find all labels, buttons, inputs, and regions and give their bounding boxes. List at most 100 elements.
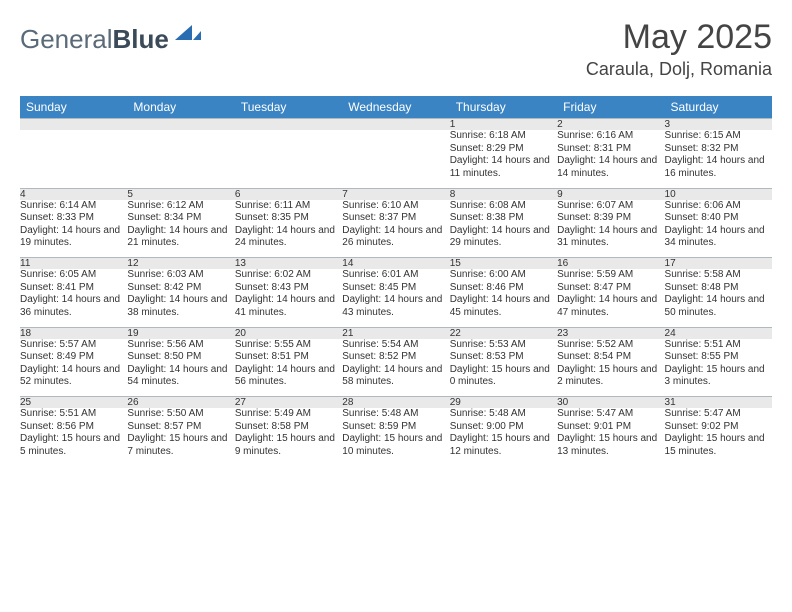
- daylight-text: Daylight: 14 hours and 58 minutes.: [342, 364, 449, 389]
- day-info-cell: Sunrise: 5:59 AMSunset: 8:47 PMDaylight:…: [557, 269, 664, 327]
- day-number-cell: 15: [450, 258, 557, 270]
- day-info-cell: Sunrise: 6:03 AMSunset: 8:42 PMDaylight:…: [127, 269, 234, 327]
- weekday-header: Thursday: [450, 96, 557, 119]
- day-number-row: 45678910: [20, 188, 772, 200]
- day-info-cell: Sunrise: 5:48 AMSunset: 8:59 PMDaylight:…: [342, 408, 449, 466]
- sunrise-text: Sunrise: 5:50 AM: [127, 408, 234, 421]
- day-info-cell: Sunrise: 5:49 AMSunset: 8:58 PMDaylight:…: [235, 408, 342, 466]
- day-info-row: Sunrise: 5:57 AMSunset: 8:49 PMDaylight:…: [20, 339, 772, 397]
- sunset-text: Sunset: 8:55 PM: [665, 351, 772, 364]
- logo: GeneralBlue: [20, 24, 201, 55]
- day-info-cell: Sunrise: 5:47 AMSunset: 9:01 PMDaylight:…: [557, 408, 664, 466]
- day-number-row: 123: [20, 119, 772, 131]
- day-number-cell: 6: [235, 188, 342, 200]
- daylight-text: Daylight: 14 hours and 19 minutes.: [20, 225, 127, 250]
- day-number-cell: 30: [557, 397, 664, 409]
- day-info-cell: Sunrise: 6:00 AMSunset: 8:46 PMDaylight:…: [450, 269, 557, 327]
- daylight-text: Daylight: 14 hours and 26 minutes.: [342, 225, 449, 250]
- day-number-cell: 23: [557, 327, 664, 339]
- sunset-text: Sunset: 8:32 PM: [665, 143, 772, 156]
- day-number-cell: [342, 119, 449, 131]
- day-number-cell: 13: [235, 258, 342, 270]
- daylight-text: Daylight: 14 hours and 52 minutes.: [20, 364, 127, 389]
- sunset-text: Sunset: 9:01 PM: [557, 421, 664, 434]
- daylight-text: Daylight: 15 hours and 10 minutes.: [342, 433, 449, 458]
- day-info-cell: Sunrise: 6:07 AMSunset: 8:39 PMDaylight:…: [557, 200, 664, 258]
- sunset-text: Sunset: 8:52 PM: [342, 351, 449, 364]
- day-number-cell: [235, 119, 342, 131]
- day-number-cell: 25: [20, 397, 127, 409]
- day-info-row: Sunrise: 6:14 AMSunset: 8:33 PMDaylight:…: [20, 200, 772, 258]
- daylight-text: Daylight: 14 hours and 50 minutes.: [665, 294, 772, 319]
- sunset-text: Sunset: 8:46 PM: [450, 282, 557, 295]
- day-info-cell: Sunrise: 6:14 AMSunset: 8:33 PMDaylight:…: [20, 200, 127, 258]
- sunset-text: Sunset: 8:49 PM: [20, 351, 127, 364]
- day-info-cell: [20, 130, 127, 188]
- daylight-text: Daylight: 14 hours and 54 minutes.: [127, 364, 234, 389]
- daylight-text: Daylight: 15 hours and 7 minutes.: [127, 433, 234, 458]
- day-info-cell: Sunrise: 6:11 AMSunset: 8:35 PMDaylight:…: [235, 200, 342, 258]
- day-info-cell: Sunrise: 5:50 AMSunset: 8:57 PMDaylight:…: [127, 408, 234, 466]
- weekday-header: Saturday: [665, 96, 772, 119]
- day-number-cell: 19: [127, 327, 234, 339]
- day-info-cell: Sunrise: 5:51 AMSunset: 8:55 PMDaylight:…: [665, 339, 772, 397]
- sunrise-text: Sunrise: 6:11 AM: [235, 200, 342, 213]
- day-info-cell: [235, 130, 342, 188]
- sunrise-text: Sunrise: 5:47 AM: [557, 408, 664, 421]
- sunset-text: Sunset: 8:45 PM: [342, 282, 449, 295]
- daylight-text: Daylight: 14 hours and 47 minutes.: [557, 294, 664, 319]
- sunrise-text: Sunrise: 6:15 AM: [665, 130, 772, 143]
- header: GeneralBlue May 2025 Caraula, Dolj, Roma…: [20, 18, 772, 80]
- day-number-cell: 14: [342, 258, 449, 270]
- day-info-cell: Sunrise: 6:02 AMSunset: 8:43 PMDaylight:…: [235, 269, 342, 327]
- sunrise-text: Sunrise: 6:08 AM: [450, 200, 557, 213]
- daylight-text: Daylight: 14 hours and 41 minutes.: [235, 294, 342, 319]
- day-number-cell: 22: [450, 327, 557, 339]
- day-info-cell: [127, 130, 234, 188]
- day-info-cell: Sunrise: 6:05 AMSunset: 8:41 PMDaylight:…: [20, 269, 127, 327]
- sunset-text: Sunset: 8:29 PM: [450, 143, 557, 156]
- sunrise-text: Sunrise: 5:47 AM: [665, 408, 772, 421]
- day-info-cell: Sunrise: 5:47 AMSunset: 9:02 PMDaylight:…: [665, 408, 772, 466]
- sunrise-text: Sunrise: 6:10 AM: [342, 200, 449, 213]
- day-number-cell: [20, 119, 127, 131]
- sunset-text: Sunset: 8:51 PM: [235, 351, 342, 364]
- sunset-text: Sunset: 8:58 PM: [235, 421, 342, 434]
- sunrise-text: Sunrise: 5:55 AM: [235, 339, 342, 352]
- sunset-text: Sunset: 8:50 PM: [127, 351, 234, 364]
- day-info-cell: Sunrise: 5:48 AMSunset: 9:00 PMDaylight:…: [450, 408, 557, 466]
- day-info-cell: Sunrise: 5:58 AMSunset: 8:48 PMDaylight:…: [665, 269, 772, 327]
- sunset-text: Sunset: 8:53 PM: [450, 351, 557, 364]
- day-info-cell: Sunrise: 5:53 AMSunset: 8:53 PMDaylight:…: [450, 339, 557, 397]
- weekday-header: Sunday: [20, 96, 127, 119]
- day-number-cell: 17: [665, 258, 772, 270]
- sunset-text: Sunset: 8:34 PM: [127, 212, 234, 225]
- day-number-cell: 10: [665, 188, 772, 200]
- sunrise-text: Sunrise: 6:03 AM: [127, 269, 234, 282]
- sunset-text: Sunset: 8:56 PM: [20, 421, 127, 434]
- sunrise-text: Sunrise: 6:05 AM: [20, 269, 127, 282]
- day-info-cell: Sunrise: 6:12 AMSunset: 8:34 PMDaylight:…: [127, 200, 234, 258]
- day-info-cell: Sunrise: 6:10 AMSunset: 8:37 PMDaylight:…: [342, 200, 449, 258]
- sunrise-text: Sunrise: 6:16 AM: [557, 130, 664, 143]
- sunrise-text: Sunrise: 5:51 AM: [665, 339, 772, 352]
- sunset-text: Sunset: 8:41 PM: [20, 282, 127, 295]
- daylight-text: Daylight: 15 hours and 0 minutes.: [450, 364, 557, 389]
- sunset-text: Sunset: 9:00 PM: [450, 421, 557, 434]
- daylight-text: Daylight: 14 hours and 24 minutes.: [235, 225, 342, 250]
- sunset-text: Sunset: 9:02 PM: [665, 421, 772, 434]
- sunset-text: Sunset: 8:40 PM: [665, 212, 772, 225]
- calendar-page: GeneralBlue May 2025 Caraula, Dolj, Roma…: [0, 0, 792, 476]
- weekday-header: Wednesday: [342, 96, 449, 119]
- sunrise-text: Sunrise: 5:57 AM: [20, 339, 127, 352]
- weekday-header: Monday: [127, 96, 234, 119]
- sunset-text: Sunset: 8:43 PM: [235, 282, 342, 295]
- sunset-text: Sunset: 8:39 PM: [557, 212, 664, 225]
- day-number-cell: 21: [342, 327, 449, 339]
- day-number-cell: 20: [235, 327, 342, 339]
- day-number-cell: 1: [450, 119, 557, 131]
- sunrise-text: Sunrise: 6:06 AM: [665, 200, 772, 213]
- sunrise-text: Sunrise: 6:18 AM: [450, 130, 557, 143]
- day-number-cell: 11: [20, 258, 127, 270]
- daylight-text: Daylight: 14 hours and 31 minutes.: [557, 225, 664, 250]
